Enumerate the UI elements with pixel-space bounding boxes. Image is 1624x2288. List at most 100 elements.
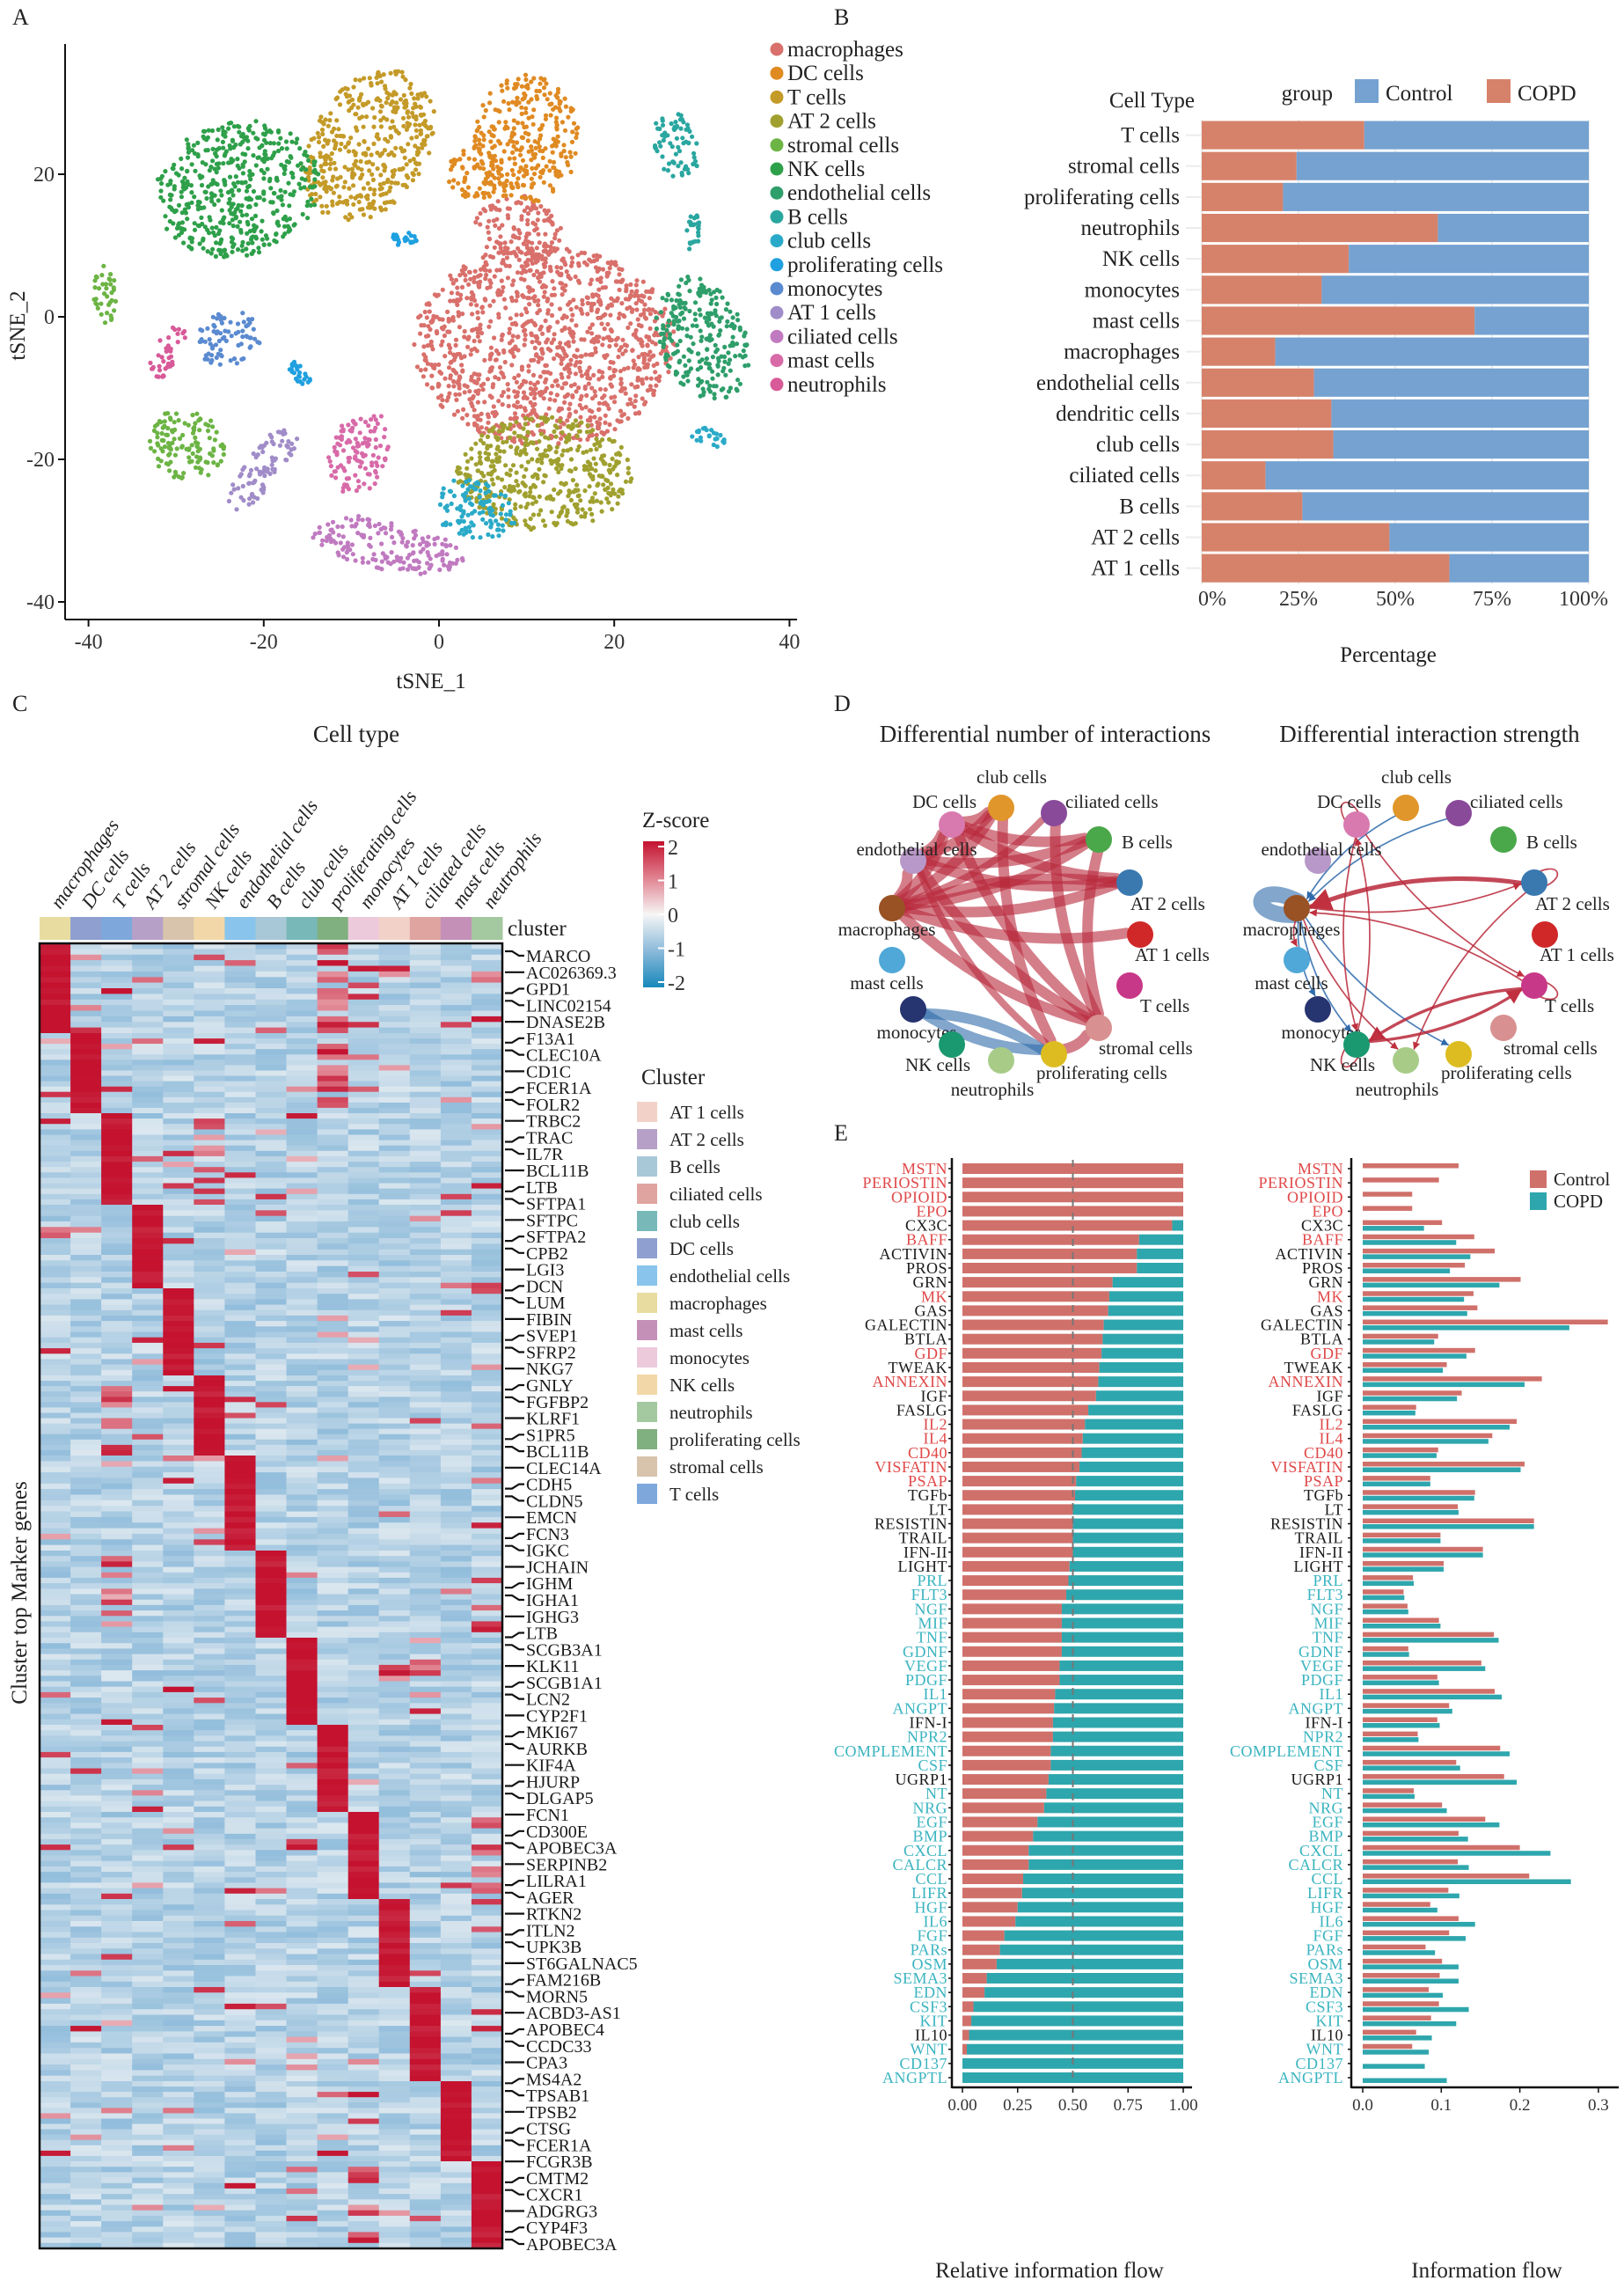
tsne-point [319,542,325,547]
tsne-point [713,384,719,389]
tsne-point [422,309,428,315]
tsne-point [589,352,595,357]
tsne-point [607,365,612,370]
heatmap-cell [163,1054,194,1060]
legend-label-copd: COPD [1518,82,1576,106]
tsne-point [591,253,596,259]
tsne-point [215,463,220,468]
tsne-point [578,397,583,402]
tsne-point [447,179,452,185]
tsne-point [624,283,629,289]
tsne-point [499,477,505,482]
heatmap-cell [255,988,287,994]
heatmap-cell [224,1113,256,1119]
tsne-point [375,166,380,172]
tsne-point [333,540,339,546]
tsne-point [199,182,205,188]
tsne-point [538,457,545,462]
heatmap-cell [378,1150,411,1157]
tsne-point [686,358,691,363]
tsne-point [568,457,574,462]
tsne-point [686,141,691,146]
tsne-point [170,207,175,212]
tsne-point [189,458,194,464]
tsne-point [255,195,260,201]
tsne-point [532,294,538,299]
tsne-point [214,224,219,230]
tsne-point [372,523,377,529]
tsne-point [357,115,362,121]
tsne-point [286,439,291,444]
tsne-point [587,407,592,413]
tsne-point [413,114,419,120]
tsne-point [545,97,550,102]
tsne-point [538,274,544,279]
tsne-point [305,216,311,221]
tsne-point [585,459,591,465]
heatmap-cell [132,1150,164,1157]
tsne-point [619,385,625,391]
tsne-point [587,484,592,489]
tsne-point [455,408,461,414]
tsne-point [545,453,550,458]
tsne-point [505,142,510,147]
tsne-point [475,119,480,124]
tsne-point [531,395,538,400]
heatmap-cell [70,1086,102,1093]
tsne-point [398,97,404,102]
heatmap-cell [132,988,164,994]
tsne-point [543,113,549,118]
tsne-point [467,473,472,479]
tsne-point [526,363,531,369]
tsne-point [694,141,699,146]
tsne-point [295,367,300,372]
tsne-point [498,492,504,497]
tsne-point [574,434,580,439]
tsne-point [383,531,389,536]
tsne-point [692,317,699,322]
bar-control [1331,399,1589,428]
legend-label: B cells [787,205,848,229]
tsne-point [506,216,511,221]
tsne-point [529,176,534,181]
tsne-point [573,409,579,414]
tsne-point [494,451,499,457]
tsne-point [194,444,200,449]
tsne-point [541,180,546,185]
tsne-point [382,201,387,206]
tsne-point [486,428,493,434]
tsne-point [385,177,391,182]
tsne-point [289,452,294,458]
heatmap-cell [132,1162,164,1168]
tsne-point [570,334,575,340]
tsne-point [186,204,191,210]
tsne-point [488,139,494,144]
tsne-point [474,422,479,429]
tsne-point [530,441,537,446]
tsne-point [440,552,445,557]
tsne-point [182,328,187,334]
tsne-point [501,149,507,154]
tsne-point [210,230,216,235]
tsne-point [163,214,168,219]
tsne-point [393,145,399,150]
tsne-point [218,239,223,245]
tsne-point [492,127,497,132]
heatmap-cell [40,1155,71,1162]
bar-copd [1202,275,1322,304]
heatmap-cell [378,1096,411,1104]
tsne-point [714,347,721,352]
tsne-point [483,107,488,114]
tsne-point [317,530,322,536]
tsne-point [391,124,397,129]
tsne-point [560,505,566,510]
tsne-point [543,363,548,368]
tsne-point [618,381,624,386]
tsne-point [179,444,185,450]
tsne-point [673,350,678,356]
heatmap-cell [347,1075,380,1082]
tsne-point [508,422,513,428]
tsne-point [670,173,676,179]
panel-label-b: B [834,4,849,30]
tsne-point [215,137,220,143]
